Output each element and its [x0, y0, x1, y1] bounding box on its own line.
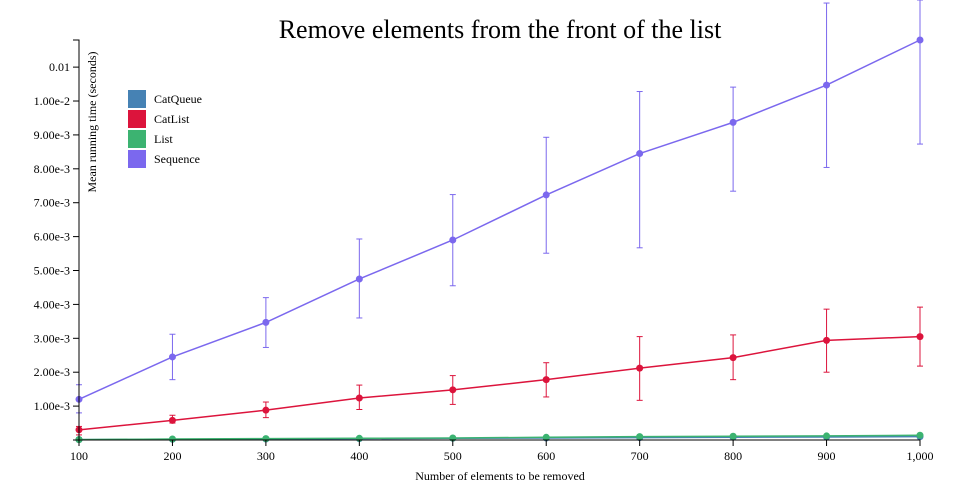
- list-line: [78, 434, 921, 441]
- x-tick-label: 200: [163, 449, 181, 463]
- y-tick-label: 1.00e-3: [34, 399, 70, 413]
- y-axis: 1.00e-3 2.00e-3 3.00e-3 4.00e-3 5.00e-3 6.00e…: [34, 39, 80, 441]
- legend-label: CatList: [154, 112, 190, 126]
- x-tick-label: 400: [350, 449, 368, 463]
- x-tick-label: 800: [724, 449, 742, 463]
- legend-label: List: [154, 132, 173, 146]
- y-tick-label: 3.00e-3: [34, 331, 70, 345]
- x-tick-label: 100: [70, 449, 88, 463]
- legend: CatQueue CatList List Sequence: [128, 90, 202, 168]
- legend-swatch: [128, 150, 146, 168]
- legend-swatch: [128, 90, 146, 108]
- legend-item-sequence: Sequence: [128, 150, 200, 168]
- y-tick-label: 0.01: [49, 60, 70, 74]
- legend-item-list: List: [128, 130, 173, 148]
- y-tick-label: 4.00e-3: [34, 297, 70, 311]
- legend-swatch: [128, 130, 146, 148]
- x-tick-label: 1,000: [907, 449, 934, 463]
- series-catlist: [75, 306, 924, 436]
- list-point: [916, 431, 924, 439]
- list-point: [729, 432, 737, 440]
- legend-item-catlist: CatList: [128, 110, 190, 128]
- chart-title: Remove elements from the front of the li…: [279, 15, 722, 44]
- sequence-point: [729, 118, 737, 126]
- sequence-point: [916, 36, 924, 44]
- sequence-error-bar: [917, 0, 923, 145]
- catlist-point: [823, 336, 831, 344]
- sequence-error-bar: [730, 86, 737, 192]
- legend-swatch: [128, 110, 146, 128]
- sequence-point: [262, 318, 270, 326]
- y-tick-label: 5.00e-3: [34, 264, 70, 278]
- series-list: [75, 431, 924, 444]
- series-sequence: [75, 0, 924, 414]
- y-tick-label: 9.00e-3: [34, 128, 70, 142]
- x-axis-label: Number of elements to be removed: [415, 469, 585, 483]
- list-point: [168, 435, 176, 443]
- sequence-line: [78, 39, 921, 401]
- catlist-point: [542, 376, 550, 384]
- x-axis: 100 200 300 400 500 600 700 800 900 1,000: [70, 439, 934, 463]
- sequence-point: [542, 191, 550, 199]
- catlist-point: [729, 354, 737, 362]
- legend-label: CatQueue: [154, 92, 202, 106]
- sequence-point: [823, 81, 831, 89]
- catlist-point: [636, 364, 644, 372]
- sequence-error-bar: [636, 91, 643, 249]
- y-axis-line: [73, 39, 80, 441]
- x-tick-label: 900: [818, 449, 836, 463]
- x-tick-label: 600: [537, 449, 555, 463]
- list-point: [823, 432, 831, 440]
- sequence-point: [449, 236, 457, 244]
- catlist-line: [78, 335, 921, 431]
- x-tick-label: 700: [631, 449, 649, 463]
- y-tick-label: 7.00e-3: [34, 196, 70, 210]
- sequence-point: [636, 150, 644, 158]
- sequence-point: [168, 353, 176, 361]
- y-tick-label: 6.00e-3: [34, 230, 70, 244]
- x-tick-label: 300: [257, 449, 275, 463]
- list-point: [636, 433, 644, 441]
- y-tick-label: 1.00e-2: [34, 94, 70, 108]
- legend-label: Sequence: [154, 152, 200, 166]
- catlist-point: [168, 416, 176, 424]
- y-tick-label: 8.00e-3: [34, 162, 70, 176]
- catlist-point: [449, 386, 457, 394]
- legend-item-catqueue: CatQueue: [128, 90, 202, 108]
- x-axis-line: [78, 439, 921, 446]
- plot-area: [75, 0, 924, 444]
- y-tick-label: 2.00e-3: [34, 365, 70, 379]
- y-axis-label: Mean running time (seconds): [85, 52, 99, 193]
- list-point: [542, 433, 550, 441]
- sequence-point: [355, 275, 363, 283]
- catlist-point: [355, 394, 363, 402]
- catlist-point: [916, 333, 924, 341]
- x-tick-label: 500: [444, 449, 462, 463]
- catlist-point: [262, 406, 270, 414]
